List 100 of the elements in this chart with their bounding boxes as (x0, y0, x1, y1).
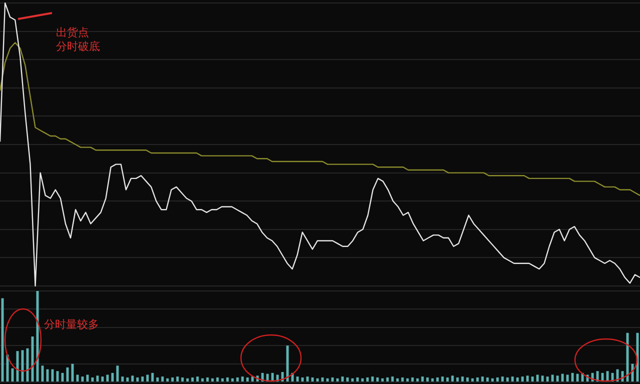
bar (466, 377, 469, 382)
bar (86, 374, 89, 382)
bar (21, 350, 24, 382)
bar (176, 376, 179, 382)
bar (606, 371, 609, 382)
bar (171, 377, 174, 382)
bar (341, 376, 344, 382)
bar (321, 377, 324, 382)
bar (446, 377, 449, 382)
bar (406, 378, 409, 382)
bar (351, 378, 354, 382)
bar (16, 351, 19, 382)
bar (366, 377, 369, 382)
bar (531, 376, 534, 382)
bar (251, 376, 254, 382)
bar (6, 354, 9, 382)
bar (166, 378, 169, 382)
bar (101, 376, 104, 382)
bar (131, 376, 134, 382)
bar (421, 376, 424, 382)
bar (326, 378, 329, 382)
bar (191, 377, 194, 382)
annotation: 出货点 (56, 26, 89, 40)
bar (186, 378, 189, 382)
bar (396, 378, 399, 382)
bar (461, 376, 464, 382)
bar (96, 376, 99, 382)
bar (51, 369, 54, 382)
bar (41, 366, 44, 382)
bar (161, 376, 164, 382)
bar (426, 377, 429, 382)
bar (636, 332, 639, 382)
bar (361, 378, 364, 382)
bar (416, 378, 419, 382)
bar (501, 376, 504, 382)
bar (181, 377, 184, 382)
bar (476, 377, 479, 382)
bar (316, 378, 319, 382)
bar (346, 377, 349, 382)
bar (91, 377, 94, 382)
bar (491, 378, 494, 382)
bar (471, 378, 474, 382)
bar (356, 377, 359, 382)
bar (211, 378, 214, 382)
bar (551, 374, 554, 382)
bar (571, 372, 574, 382)
annotation: 分时破底 (56, 40, 100, 54)
bar (526, 376, 529, 382)
bar (196, 376, 199, 382)
bar (306, 376, 309, 382)
bar (226, 377, 229, 382)
bar (66, 367, 69, 382)
bar (106, 374, 109, 382)
bar (391, 376, 394, 382)
bar (141, 376, 144, 382)
bar (46, 369, 49, 382)
bar (81, 376, 84, 382)
bar (331, 377, 334, 382)
bar (371, 376, 374, 382)
bar (116, 366, 119, 382)
bar (236, 377, 239, 382)
bar (26, 348, 29, 382)
bar (376, 377, 379, 382)
bar (1, 298, 4, 382)
bar (561, 374, 564, 382)
bar (546, 376, 549, 382)
bar (626, 332, 629, 382)
bar (456, 377, 459, 382)
bar (336, 378, 339, 382)
bar (541, 376, 544, 382)
bar (496, 377, 499, 382)
bar (241, 376, 244, 382)
annotation: 分时量较多 (44, 318, 99, 332)
bar (11, 368, 14, 382)
bar (536, 374, 539, 382)
bar (381, 378, 384, 382)
bar (246, 377, 249, 382)
bar (76, 374, 79, 382)
bar (61, 372, 64, 382)
bar (201, 378, 204, 382)
bar (441, 376, 444, 382)
bar (206, 377, 209, 382)
bar (111, 372, 114, 382)
bar (386, 377, 389, 382)
bar (136, 377, 139, 382)
bar (511, 376, 514, 382)
bar (486, 377, 489, 382)
bar (221, 378, 224, 382)
bar (71, 364, 74, 382)
bar (436, 377, 439, 382)
bar (56, 371, 59, 382)
bar (521, 376, 524, 382)
bar (231, 378, 234, 382)
bar (286, 346, 289, 382)
bar (411, 377, 414, 382)
bar (516, 377, 519, 382)
bar (301, 377, 304, 382)
bar (556, 376, 559, 382)
bar (506, 377, 509, 382)
bar (311, 377, 314, 382)
